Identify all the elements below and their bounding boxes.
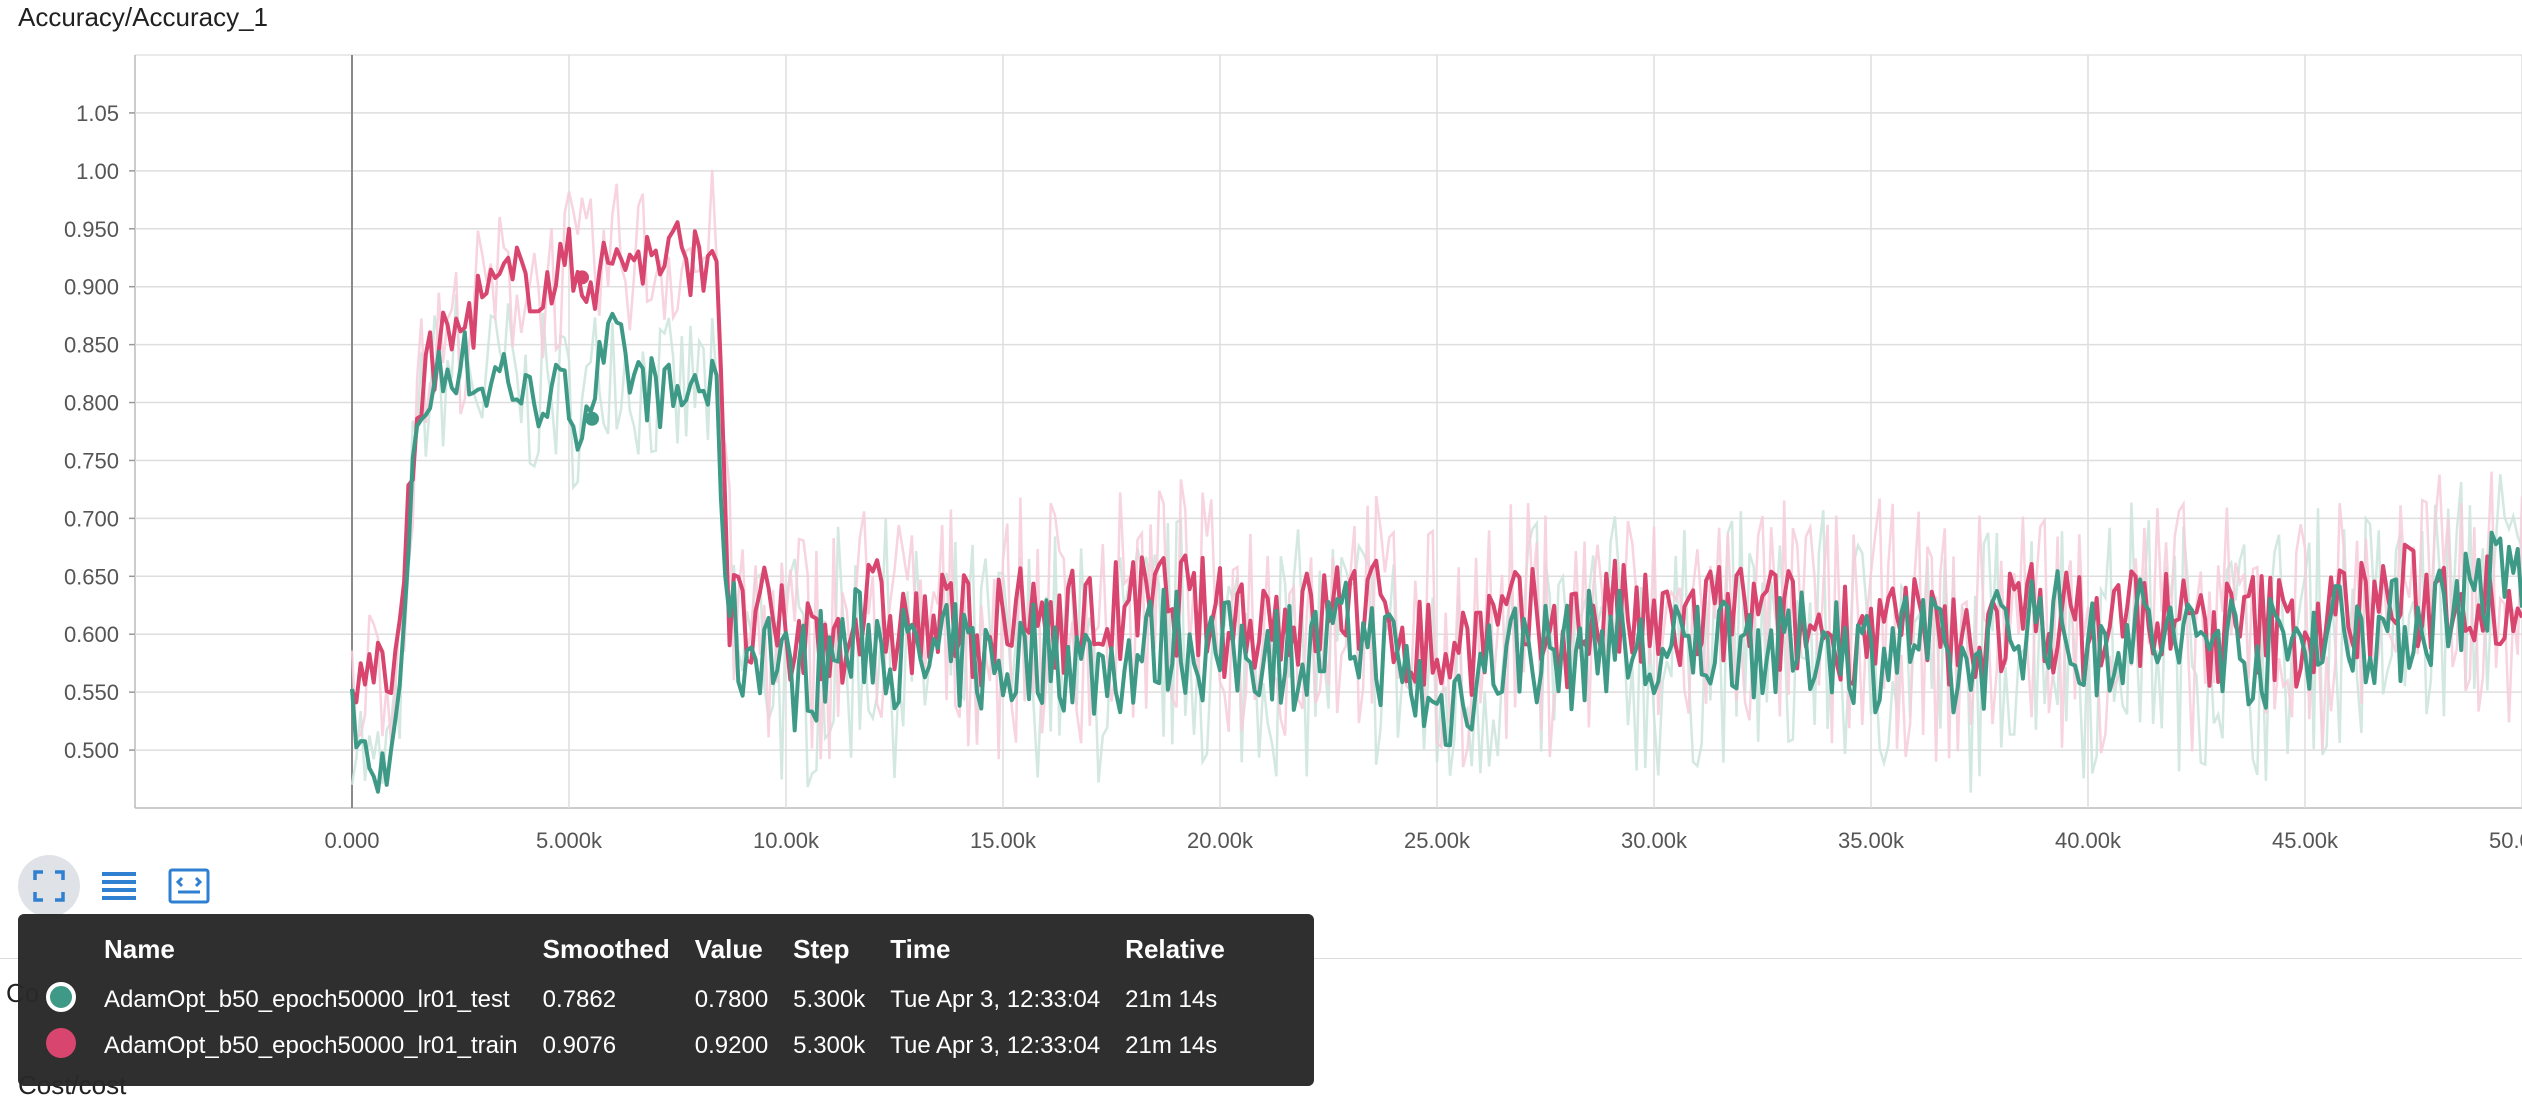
tooltip-table: Name Smoothed Value Step Time Relative A…	[46, 934, 1250, 1069]
y-tick-label: 0.950	[64, 217, 119, 242]
tooltip-cell-time: Tue Apr 3, 12:33:04	[890, 1032, 1101, 1059]
x-tick-label: 0.000	[324, 828, 379, 850]
tooltip-swatch-cell	[46, 977, 104, 1023]
y-tick-label: 0.650	[64, 564, 119, 589]
tooltip-cell-smoothed: 0.9076	[542, 1032, 617, 1059]
hover-point-train	[575, 270, 590, 285]
x-tick-label: 30.00k	[1621, 828, 1688, 850]
fit-domain-icon	[168, 868, 210, 904]
tooltip-cell-step: 5.300k	[793, 986, 866, 1013]
tooltip-cell-relative: 21m 14s	[1125, 986, 1218, 1013]
y-tick-label: 0.700	[64, 506, 119, 531]
tooltip-header-smoothed: Smoothed	[542, 934, 670, 964]
fit-domain-button[interactable]	[158, 855, 220, 917]
train-series-swatch	[46, 1027, 76, 1058]
x-tick-label: 10.00k	[753, 828, 820, 850]
tooltip-header-name: Name	[104, 934, 175, 964]
x-tick-label: 5.000k	[536, 828, 603, 850]
tooltip-swatch-cell	[46, 1023, 104, 1069]
y-tick-label: 1.00	[76, 159, 119, 184]
accuracy-chart[interactable]: 0.500 0.550 0.600 0.650 0.700 0.750 0.800 0.850…	[0, 0, 2522, 850]
raw-line-train	[350, 169, 2522, 768]
series-line-train	[350, 220, 2522, 705]
x-tick-label: 40.00k	[2055, 828, 2122, 850]
grid-layer	[129, 54, 2522, 809]
tooltip-row-test: AdamOpt_b50_epoch50000_lr01_test 0.7862 …	[46, 977, 1250, 1023]
series-layer	[350, 220, 2522, 794]
tooltip-header-relative: Relative	[1125, 934, 1225, 964]
tooltip-cell-name: AdamOpt_b50_epoch50000_lr01_test	[104, 986, 510, 1013]
x-tick-label: 45.00k	[2272, 828, 2339, 850]
x-tick-label: 25.00k	[1404, 828, 1471, 850]
chart-title: Accuracy/Accuracy_1	[18, 2, 268, 32]
x-tick-label: 50.00k	[2489, 828, 2522, 850]
y-tick-label: 0.900	[64, 275, 119, 300]
tooltip-header-swatch	[46, 934, 104, 977]
tooltip-cell-value: 0.9200	[694, 1032, 769, 1059]
raw-line-test	[350, 294, 2522, 793]
x-tick-label: 20.00k	[1187, 828, 1254, 850]
toggle-y-log-button[interactable]	[88, 855, 150, 917]
y-tick-label: 0.550	[64, 680, 119, 705]
tooltip-cell-time: Tue Apr 3, 12:33:04	[890, 986, 1101, 1013]
x-tick-label: 35.00k	[1838, 828, 1905, 850]
y-tick-label: 0.750	[64, 448, 119, 473]
list-icon	[102, 872, 136, 900]
expand-icon	[33, 870, 65, 902]
hover-point-test	[585, 411, 600, 426]
tooltip-cell-value: 0.7800	[694, 986, 769, 1013]
tooltip-header-time: Time	[890, 934, 951, 964]
hover-tooltip: Name Smoothed Value Step Time Relative A…	[18, 914, 1314, 1086]
x-axis: 0.000 5.000k 10.00k 15.00k 20.00k 25.00k 30.00…	[324, 828, 2522, 850]
y-tick-label: 0.850	[64, 333, 119, 358]
tooltip-cell-name: AdamOpt_b50_epoch50000_lr01_train	[104, 1032, 518, 1059]
chart-toolbar	[18, 855, 220, 917]
tooltip-cell-relative: 21m 14s	[1125, 1032, 1218, 1059]
y-tick-label: 1.05	[76, 101, 119, 126]
x-tick-label: 15.00k	[970, 828, 1037, 850]
expand-chart-button[interactable]	[18, 855, 80, 917]
tooltip-cell-step: 5.300k	[793, 1032, 866, 1059]
tooltip-header-step: Step	[793, 934, 850, 964]
y-tick-label: 0.600	[64, 622, 119, 647]
tooltip-header-value: Value	[694, 934, 763, 964]
tooltip-header-row: Name Smoothed Value Step Time Relative	[46, 934, 1250, 977]
tooltip-cell-smoothed: 0.7862	[542, 986, 617, 1013]
tooltip-row-train: AdamOpt_b50_epoch50000_lr01_train 0.9076…	[46, 1023, 1250, 1069]
test-series-swatch	[46, 981, 76, 1012]
hover-markers	[575, 270, 600, 426]
y-axis: 0.500 0.550 0.600 0.650 0.700 0.750 0.800 0.850…	[64, 101, 119, 763]
series-line-test	[350, 311, 2522, 794]
raw-data-layer	[350, 169, 2522, 793]
y-tick-label: 0.500	[64, 738, 119, 763]
y-tick-label: 0.800	[64, 391, 119, 416]
